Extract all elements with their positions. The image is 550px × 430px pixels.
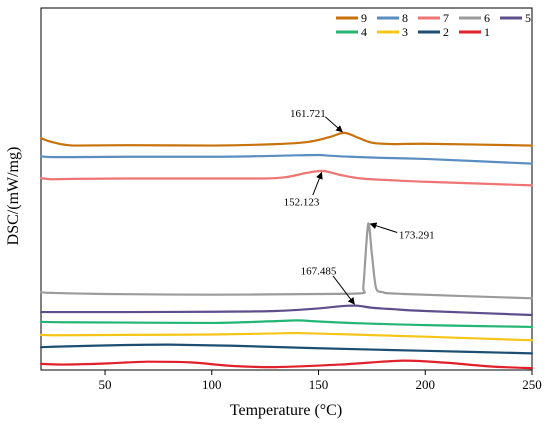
legend-label-9: 9 [361, 11, 367, 25]
annotation-arrow [312, 171, 323, 196]
annotation-arrow [332, 275, 355, 305]
annotation-label: 167.485 [301, 265, 337, 277]
x-tick-label: 50 [99, 377, 112, 392]
legend-label-8: 8 [402, 11, 408, 25]
legend-label-6: 6 [484, 11, 490, 25]
legend-label-2: 2 [443, 25, 449, 39]
annotation-arrow [369, 222, 398, 233]
legend-label-7: 7 [443, 11, 449, 25]
legend: 9 8 7 6 5 4 3 2 1 [336, 11, 531, 39]
series-line-4 [39, 319, 534, 329]
annotation-label: 161.721 [290, 108, 326, 120]
legend-label-4: 4 [361, 25, 367, 39]
x-tick-label: 200 [416, 377, 436, 392]
series-line-1 [39, 359, 534, 370]
annotation-arrow [325, 116, 343, 133]
series-line-3 [39, 331, 534, 342]
legend-label-1: 1 [484, 25, 490, 39]
x-tick-label: 100 [202, 377, 222, 392]
series-line-5 [39, 304, 534, 317]
annotation-label: 173.291 [399, 229, 435, 241]
series-line-9 [39, 131, 534, 147]
y-axis-label: DSC/(mW/mg) [5, 147, 22, 246]
annotation-layer: 161.721 152.123 173.291 167.485 [284, 108, 435, 305]
series-line-2 [39, 343, 534, 355]
x-tick-label: 150 [309, 377, 329, 392]
annotation-label: 152.123 [284, 197, 320, 209]
series-line-6 [39, 222, 534, 300]
plot-frame [40, 7, 533, 371]
series-layer [39, 131, 534, 370]
legend-label-3: 3 [402, 25, 408, 39]
x-axis-label: Temperature (°C) [230, 402, 342, 419]
x-tick-label: 250 [522, 377, 542, 392]
axis-layer: 50 100 150 200 250 [99, 370, 542, 392]
series-line-7 [39, 169, 534, 187]
legend-label-5: 5 [525, 11, 531, 25]
series-line-8 [39, 153, 534, 165]
plot-area [40, 7, 533, 371]
